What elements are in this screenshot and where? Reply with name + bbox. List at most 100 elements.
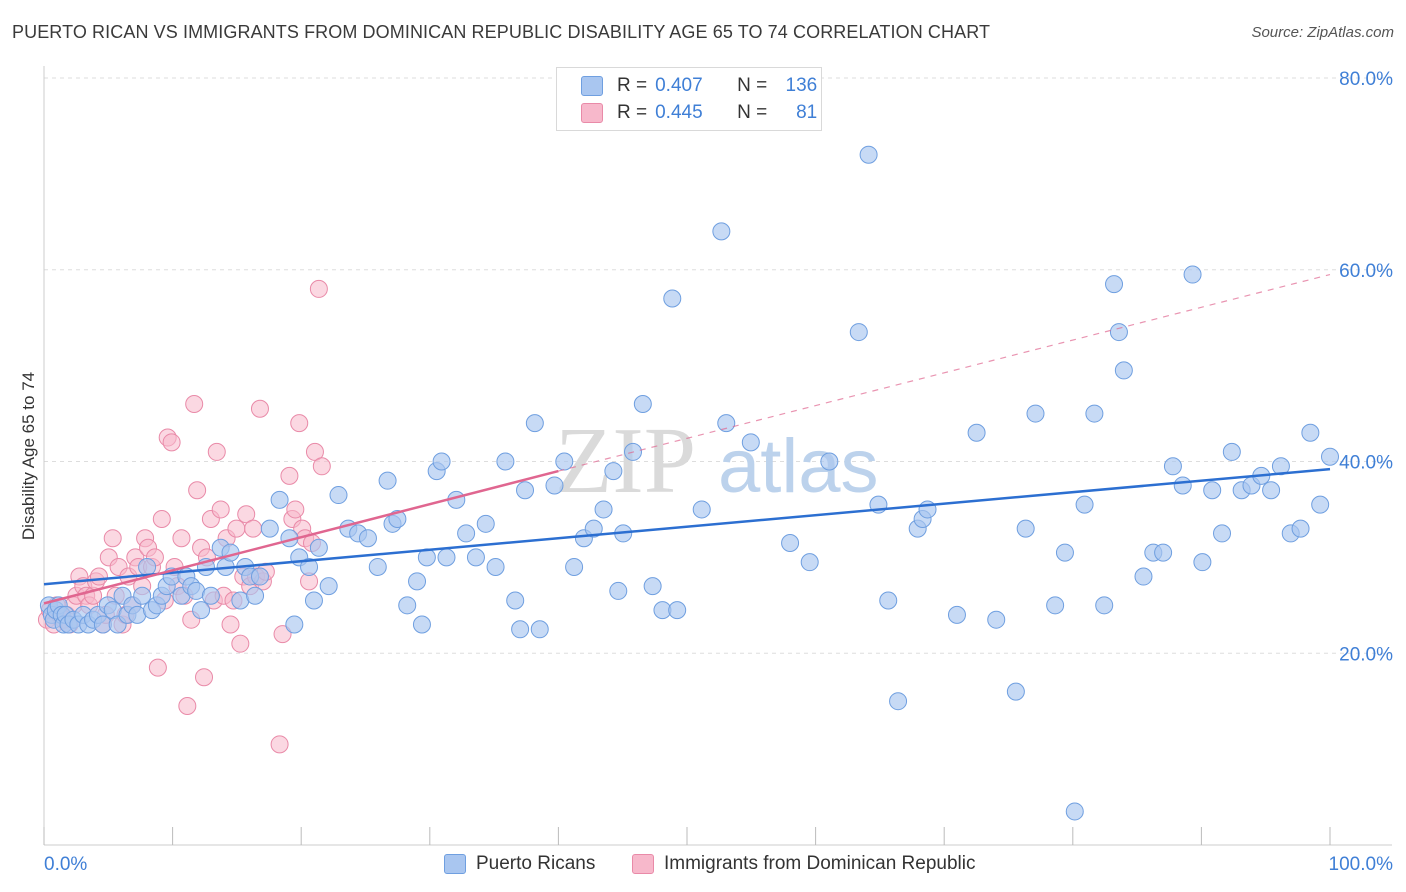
- y-tick-label: 40.0%: [1339, 453, 1393, 474]
- data-point-puerto-rican: [1154, 543, 1173, 562]
- data-point-puerto-rican: [584, 519, 603, 538]
- x-tick-label: 0.0%: [44, 854, 87, 875]
- legend-label: Puerto Ricans: [476, 853, 596, 874]
- legend-swatch-pink: [581, 103, 603, 123]
- y-tick-label: 60.0%: [1339, 261, 1393, 282]
- data-point-puerto-rican: [525, 414, 544, 433]
- data-point-puerto-rican: [1055, 543, 1074, 562]
- data-point-puerto-rican: [412, 615, 431, 634]
- data-point-puerto-rican: [319, 577, 338, 596]
- data-point-puerto-rican: [967, 423, 986, 442]
- legend-n-label: N =: [737, 75, 768, 96]
- data-point-puerto-rican: [260, 519, 279, 538]
- data-point-puerto-rican: [555, 452, 574, 471]
- data-point-dominican: [178, 696, 197, 715]
- data-point-dominican: [89, 567, 108, 586]
- legend-n-value: 81: [796, 102, 818, 123]
- data-point-puerto-rican: [285, 615, 304, 634]
- chart-title: PUERTO RICAN VS IMMIGRANTS FROM DOMINICA…: [12, 22, 991, 42]
- data-point-dominican: [227, 519, 246, 538]
- data-point-dominican: [290, 414, 309, 433]
- legend-r-value: 0.445: [655, 102, 703, 123]
- data-point-puerto-rican: [633, 394, 652, 413]
- data-point-puerto-rican: [457, 524, 476, 543]
- data-point-puerto-rican: [1321, 447, 1339, 466]
- data-point-puerto-rican: [800, 553, 819, 572]
- legend-n-label: N =: [737, 102, 768, 123]
- trend-line-puerto-ricans: [43, 467, 1331, 586]
- data-point-puerto-rican: [604, 462, 623, 481]
- data-point-puerto-rican: [643, 577, 662, 596]
- data-point-puerto-rican: [378, 471, 397, 490]
- data-point-puerto-rican: [133, 586, 152, 605]
- data-point-puerto-rican: [889, 692, 908, 711]
- data-point-puerto-rican: [1075, 495, 1094, 514]
- data-point-dominican: [207, 442, 226, 461]
- legend-row-blue: R = 0.407 N = 136: [581, 74, 817, 98]
- data-point-dominican: [270, 735, 289, 754]
- data-point-puerto-rican: [1203, 481, 1222, 500]
- y-tick-label: 20.0%: [1339, 644, 1393, 665]
- data-point-puerto-rican: [358, 529, 377, 548]
- data-point-dominican: [103, 529, 122, 548]
- data-point-puerto-rican: [859, 145, 878, 164]
- data-point-dominican: [280, 466, 299, 485]
- data-point-puerto-rican: [1026, 404, 1045, 423]
- data-point-dominican: [237, 505, 256, 524]
- data-point-puerto-rican: [496, 452, 515, 471]
- data-point-dominican: [221, 615, 240, 634]
- data-point-puerto-rican: [511, 620, 530, 639]
- data-point-puerto-rican: [516, 481, 535, 500]
- legend-r-label: R =: [617, 102, 648, 123]
- data-point-puerto-rican: [530, 620, 549, 639]
- data-point-puerto-rican: [1065, 802, 1084, 821]
- data-point-puerto-rican: [398, 596, 417, 615]
- y-axis-label: Disability Age 65 to 74: [19, 372, 38, 540]
- data-point-puerto-rican: [741, 433, 760, 452]
- data-point-dominican: [312, 457, 331, 476]
- data-point-puerto-rican: [506, 591, 525, 610]
- watermark: ZIP atlas: [555, 409, 879, 513]
- legend-label: Immigrants from Dominican Republic: [664, 853, 976, 874]
- data-point-puerto-rican: [408, 572, 427, 591]
- data-point-puerto-rican: [368, 557, 387, 576]
- data-point-dominican: [273, 625, 292, 644]
- data-point-puerto-rican: [300, 557, 319, 576]
- data-point-puerto-rican: [1006, 682, 1025, 701]
- data-point-puerto-rican: [1311, 495, 1330, 514]
- data-point-dominican: [211, 500, 230, 519]
- data-point-puerto-rican: [1173, 476, 1192, 495]
- data-point-puerto-rican: [1134, 567, 1153, 586]
- data-point-puerto-rican: [432, 452, 451, 471]
- data-point-dominican: [152, 510, 171, 529]
- data-point-puerto-rican: [1095, 596, 1114, 615]
- data-point-puerto-rican: [1193, 553, 1212, 572]
- data-point-dominican: [231, 634, 250, 653]
- data-point-dominican: [286, 500, 305, 519]
- data-point-puerto-rican: [1109, 323, 1128, 342]
- data-point-puerto-rican: [1213, 524, 1232, 543]
- y-tick-label: 80.0%: [1339, 69, 1393, 90]
- data-point-puerto-rican: [246, 586, 265, 605]
- data-point-puerto-rican: [947, 605, 966, 624]
- data-point-puerto-rican: [329, 486, 348, 505]
- data-point-puerto-rican: [221, 543, 240, 562]
- data-point-puerto-rican: [1301, 423, 1320, 442]
- data-point-dominican: [305, 442, 324, 461]
- data-point-puerto-rican: [309, 538, 328, 557]
- legend-swatch-pink: [632, 854, 654, 874]
- data-point-puerto-rican: [1262, 481, 1281, 500]
- data-point-dominican: [148, 658, 167, 677]
- legend-n-value: 136: [785, 75, 818, 96]
- data-point-puerto-rican: [820, 452, 839, 471]
- legend-dominican: Immigrants from Dominican Republic: [632, 852, 976, 876]
- data-point-puerto-rican: [717, 414, 736, 433]
- data-point-puerto-rican: [1105, 275, 1124, 294]
- data-point-puerto-rican: [594, 500, 613, 519]
- legend-puerto-ricans: Puerto Ricans: [444, 852, 595, 876]
- legend-row-pink: R = 0.445 N = 81: [581, 101, 817, 125]
- data-point-dominican: [195, 668, 214, 687]
- data-point-puerto-rican: [437, 548, 456, 567]
- data-point-dominican: [250, 399, 269, 418]
- data-point-dominican: [244, 519, 263, 538]
